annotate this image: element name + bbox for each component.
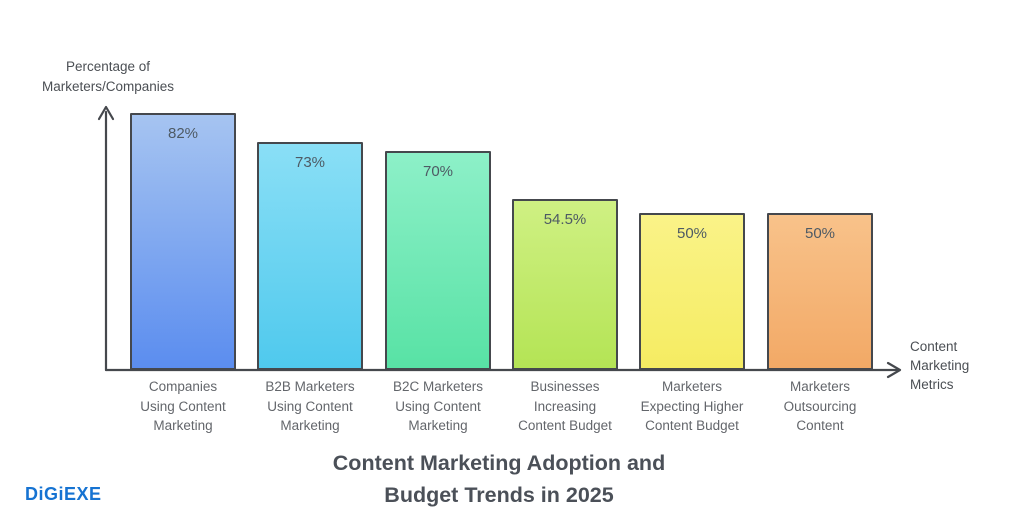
bar-value-label: 70% (422, 163, 454, 180)
bar-value-label: 73% (294, 154, 326, 171)
category-label: Marketers Expecting Higher Content Budge… (640, 379, 744, 434)
bar-value-label: 82% (167, 125, 199, 142)
chart-title: Content Marketing Adoption and Budget Tr… (332, 451, 666, 508)
category-label: Companies Using Content Marketing (140, 379, 226, 434)
category-label: B2C Marketers Using Content Marketing (392, 379, 484, 434)
x-axis-arrow-icon (886, 361, 902, 379)
category-label: Businesses Increasing Content Budget (518, 379, 612, 434)
bar-4: 54.5% (512, 199, 618, 370)
bar-1: 82% (130, 113, 236, 370)
bar-6: 50% (767, 213, 873, 370)
bar-2: 73% (257, 142, 363, 370)
bar-5: 50% (639, 213, 745, 370)
logo: DiGiEXE (25, 484, 102, 504)
y-axis-arrow-icon (97, 105, 115, 121)
y-axis-title: Percentage of Marketers/Companies (41, 59, 175, 94)
bar-value-label: 50% (676, 225, 708, 242)
category-label: Marketers Outsourcing Content (783, 379, 857, 434)
bar-value-label: 54.5% (543, 211, 587, 228)
bar-value-label: 50% (804, 225, 836, 242)
bar-3: 70% (385, 151, 491, 370)
category-label: B2B Marketers Using Content Marketing (265, 379, 355, 434)
x-axis-title: Content Marketing Metrics (910, 339, 970, 392)
